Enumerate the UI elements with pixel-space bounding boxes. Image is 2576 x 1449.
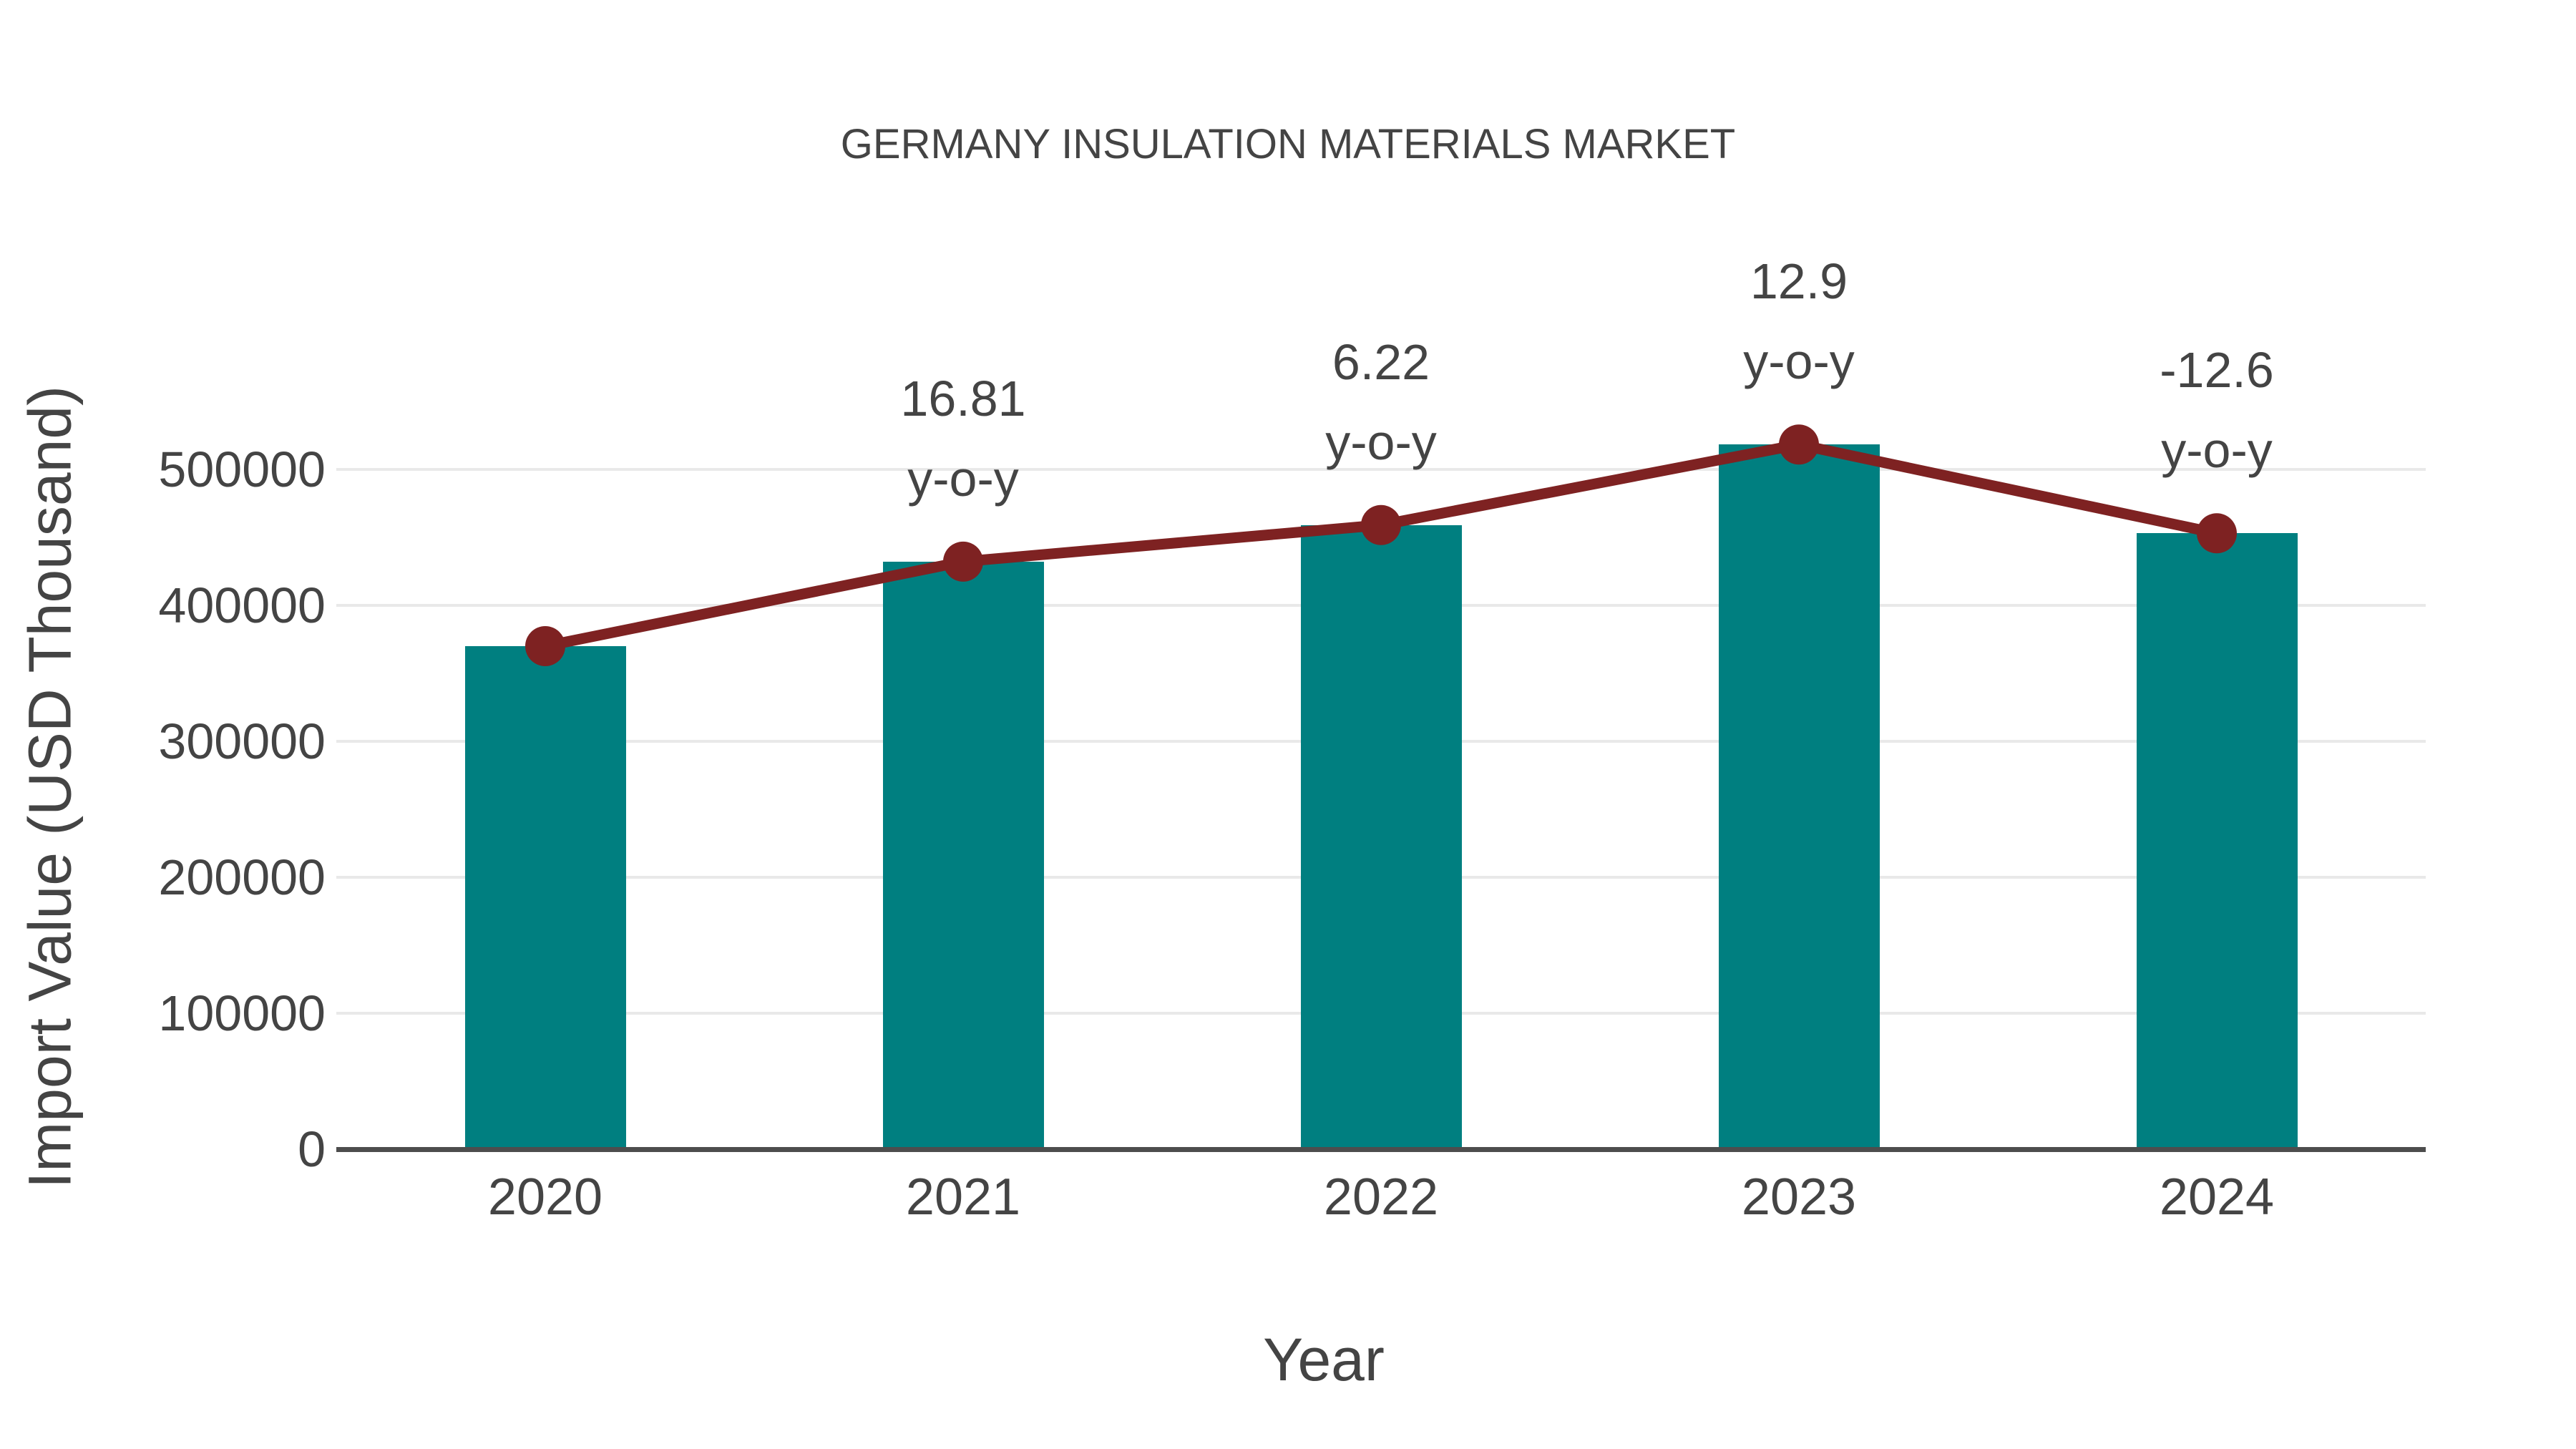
y-tick-label: 500000 [158, 441, 326, 497]
y-tick-label: 0 [298, 1121, 326, 1177]
chart-title: GERMANY INSULATION MATERIALS MARKET [840, 121, 1736, 167]
y-tick-label: 100000 [158, 985, 326, 1041]
bar-2021 [882, 561, 1044, 1149]
annotation-value: 12.9 [1750, 253, 1848, 310]
bar-2024 [2136, 533, 2298, 1149]
annotation-suffix: y-o-y [1743, 333, 1855, 390]
trend-marker-2020 [525, 626, 565, 666]
gridline-y-500000 [336, 468, 2426, 471]
x-tick-label-2022: 2022 [1323, 1169, 1439, 1226]
x-tick-label-2021: 2021 [905, 1169, 1021, 1226]
annotation-suffix: y-o-y [1325, 414, 1437, 470]
annotation-suffix: y-o-y [907, 450, 1019, 507]
x-axis-title: Year [1263, 1326, 1385, 1393]
trend-marker-2021 [943, 541, 983, 582]
annotation-2023: 12.9 y-o-y [1613, 241, 1985, 401]
annotation-value: 16.81 [900, 370, 1026, 426]
x-tick-label-2020: 2020 [487, 1169, 603, 1226]
annotation-value: 6.22 [1332, 333, 1430, 390]
x-tick-label-2024: 2024 [2159, 1169, 2275, 1226]
annotation-suffix: y-o-y [2161, 422, 2273, 479]
annotation-2022: 6.22 y-o-y [1195, 322, 1567, 482]
bar-2023 [1718, 444, 1880, 1149]
trend-marker-2023 [1779, 424, 1819, 465]
annotation-2024: -12.6 y-o-y [2031, 330, 2403, 490]
trend-marker-2022 [1361, 504, 1401, 545]
bar-2020 [464, 646, 626, 1149]
y-tick-label: 200000 [158, 849, 326, 905]
y-tick-label: 300000 [158, 713, 326, 769]
y-tick-label: 400000 [158, 577, 326, 633]
annotation-value: -12.6 [2160, 342, 2274, 399]
trend-marker-2024 [2197, 513, 2237, 554]
x-axis-line [336, 1147, 2426, 1152]
x-tick-label-2023: 2023 [1741, 1169, 1857, 1226]
bar-2022 [1300, 525, 1462, 1149]
annotation-2021: 16.81 y-o-y [777, 358, 1149, 519]
